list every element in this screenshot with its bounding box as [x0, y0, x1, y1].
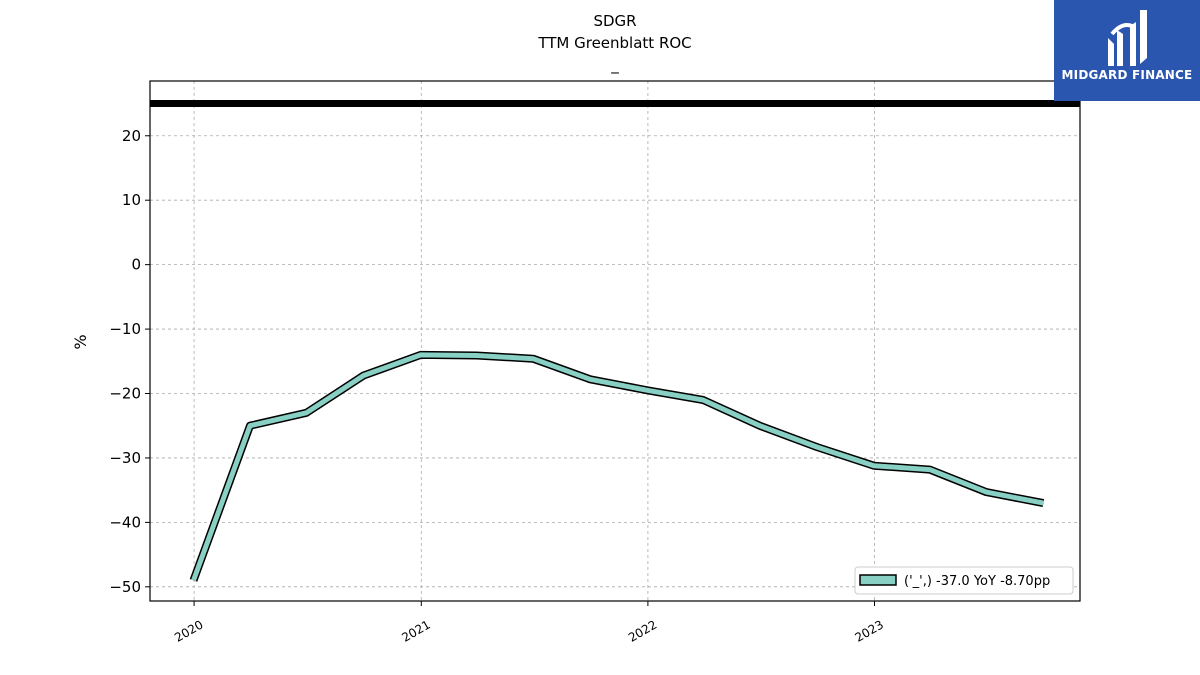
data-point: [702, 399, 704, 401]
brand-logo: MIDGARD FINANCE: [1054, 0, 1200, 101]
data-point: [759, 425, 761, 427]
y-axis-label: %: [71, 334, 90, 349]
data-point: [249, 425, 251, 427]
data-point: [589, 378, 591, 380]
series-group: [189, 350, 1045, 582]
data-point: [420, 354, 422, 356]
legend-swatch: [859, 574, 897, 586]
brand-name: MIDGARD FINANCE: [1061, 68, 1193, 82]
data-point: [192, 579, 194, 581]
y-axis-ticks: 20 10 0 −10 −20 −30 −40 −50: [109, 127, 150, 596]
chart-subtitle: TTM Greenblatt ROC: [537, 34, 691, 52]
legend-box: [854, 566, 1074, 595]
data-point: [532, 358, 534, 360]
data-point: [646, 389, 648, 391]
y-tick-label: −50: [109, 578, 141, 596]
series-line: [191, 352, 1044, 582]
data-point: [929, 469, 931, 471]
brand-mark-icon: [1108, 10, 1147, 66]
data-point: [476, 354, 478, 356]
legend-label: ('_',) -37.0 YoY -8.70pp: [904, 574, 1050, 589]
y-tick-label: 20: [122, 127, 141, 145]
y-tick-label: 10: [122, 191, 141, 209]
data-point: [305, 412, 307, 414]
data-point: [873, 465, 875, 467]
y-tick-label: 0: [131, 256, 141, 274]
data-point: [1042, 502, 1044, 504]
x-tick-label: 2023: [853, 617, 886, 644]
x-tick-label: 2022: [626, 617, 659, 644]
plot-frame: [149, 80, 1081, 602]
x-tick-label: 2021: [399, 617, 432, 644]
grid: [150, 81, 1080, 601]
x-axis-ticks: 2020 2021 2022 2023: [172, 601, 886, 645]
legend: ('_',) -37.0 YoY -8.70pp: [854, 566, 1074, 595]
y-tick-label: −40: [109, 513, 141, 531]
data-point: [363, 374, 365, 376]
data-point: [985, 491, 987, 493]
chart-title: SDGR: [593, 12, 636, 30]
y-tick-label: −30: [109, 449, 141, 467]
y-tick-label: −10: [109, 320, 141, 338]
data-point: [816, 446, 818, 448]
y-tick-label: −20: [109, 385, 141, 403]
x-tick-label: 2020: [172, 617, 205, 644]
chart-subtitle-2: _: [610, 56, 619, 75]
